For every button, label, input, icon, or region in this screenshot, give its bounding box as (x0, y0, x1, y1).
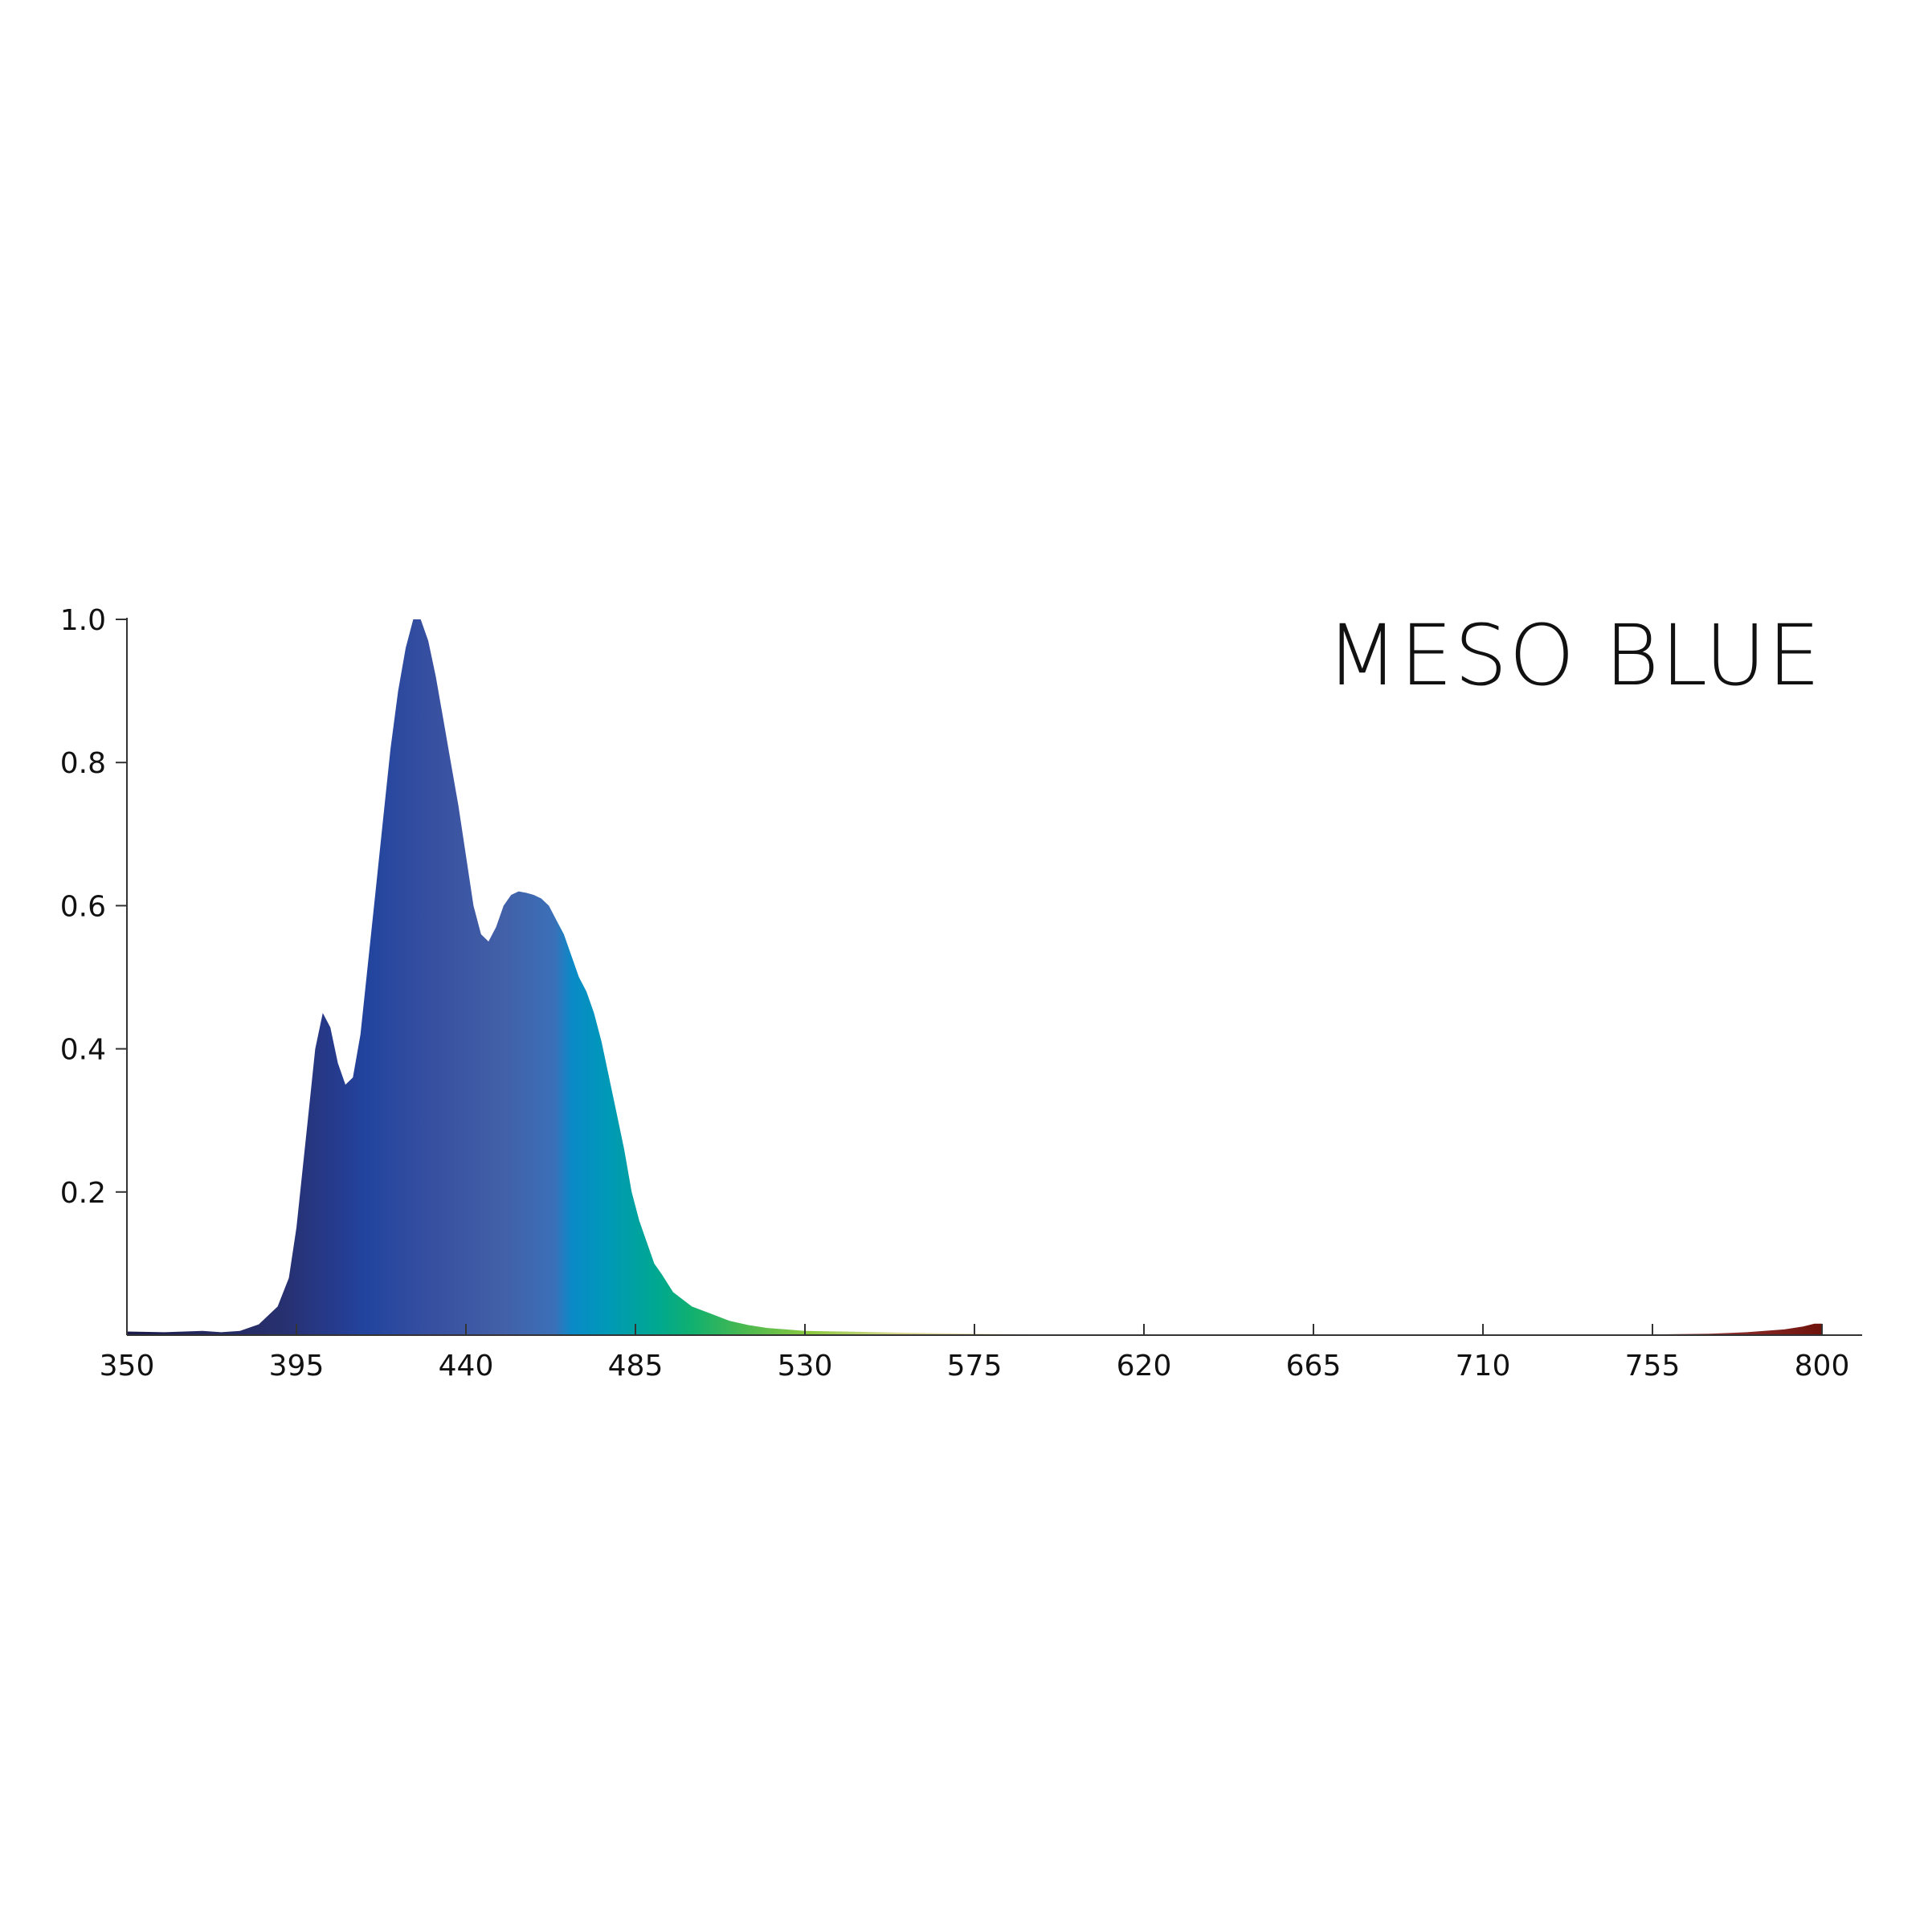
x-tick-label: 710 (1456, 1350, 1511, 1383)
axes: 350 395 440 485 530 575 620 665 710 755 800 0.2 0.4 0… (60, 604, 1862, 1383)
x-tick-label: 485 (608, 1350, 664, 1383)
x-tick-label: 620 (1117, 1350, 1172, 1383)
x-tick-label: 665 (1286, 1350, 1342, 1383)
x-tick-label: 395 (269, 1350, 325, 1383)
x-tick-label: 530 (778, 1350, 833, 1383)
y-tick-label: 0.8 (60, 747, 106, 780)
x-tick-label: 800 (1795, 1350, 1850, 1383)
x-tick-label: 440 (439, 1350, 494, 1383)
x-tick-label: 350 (100, 1350, 155, 1383)
spectrum-area-0 (127, 619, 1822, 1335)
y-tick-label: 0.2 (60, 1177, 106, 1210)
y-tick-label: 0.6 (60, 890, 106, 923)
plot-area (127, 619, 1822, 1335)
chart-title: MESO BLUE (1326, 607, 1822, 705)
x-tick-label: 755 (1625, 1350, 1681, 1383)
y-tick-label: 0.4 (60, 1034, 106, 1067)
y-tick-label: 1.0 (60, 604, 106, 637)
x-tick-label: 575 (947, 1350, 1003, 1383)
